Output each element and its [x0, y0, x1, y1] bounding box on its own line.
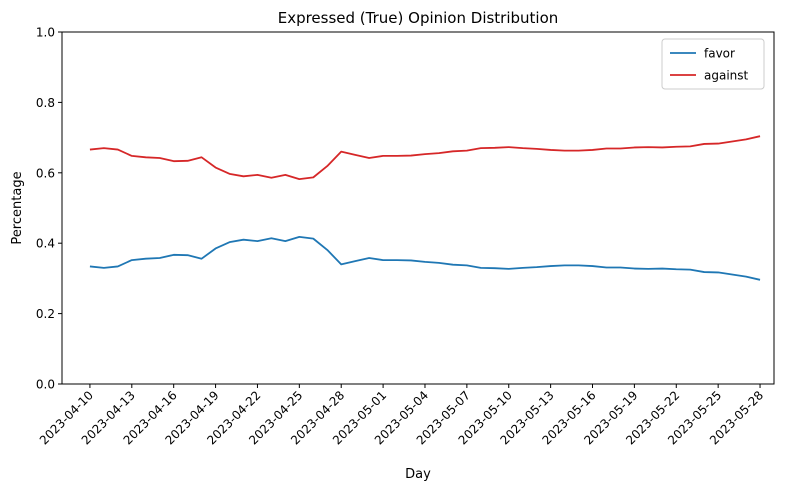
y-tick-label: 0.6	[36, 166, 55, 180]
y-tick-label: 0.4	[36, 237, 55, 251]
legend-label-against: against	[704, 69, 749, 83]
y-tick-label: 0.0	[36, 378, 55, 392]
legend: favor against	[661, 38, 765, 90]
y-axis-label: Percentage	[10, 171, 25, 244]
plot-area-frame	[61, 31, 775, 385]
y-tick-label: 0.8	[36, 96, 55, 110]
y-tick-label: 1.0	[36, 26, 55, 40]
x-axis-label: Day	[405, 467, 431, 482]
chart-title: Expressed (True) Opinion Distribution	[278, 9, 559, 27]
y-axis: 0.0 0.2 0.4 0.6 0.8 1.0	[36, 26, 62, 392]
series-line-against	[89, 135, 761, 181]
legend-label-favor: favor	[704, 47, 735, 61]
x-axis: 2023-04-102023-04-132023-04-162023-04-19…	[37, 384, 766, 447]
series-line-favor	[89, 235, 761, 281]
series-layer	[89, 135, 761, 281]
y-tick-label: 0.2	[36, 307, 55, 321]
legend-box	[661, 38, 765, 90]
